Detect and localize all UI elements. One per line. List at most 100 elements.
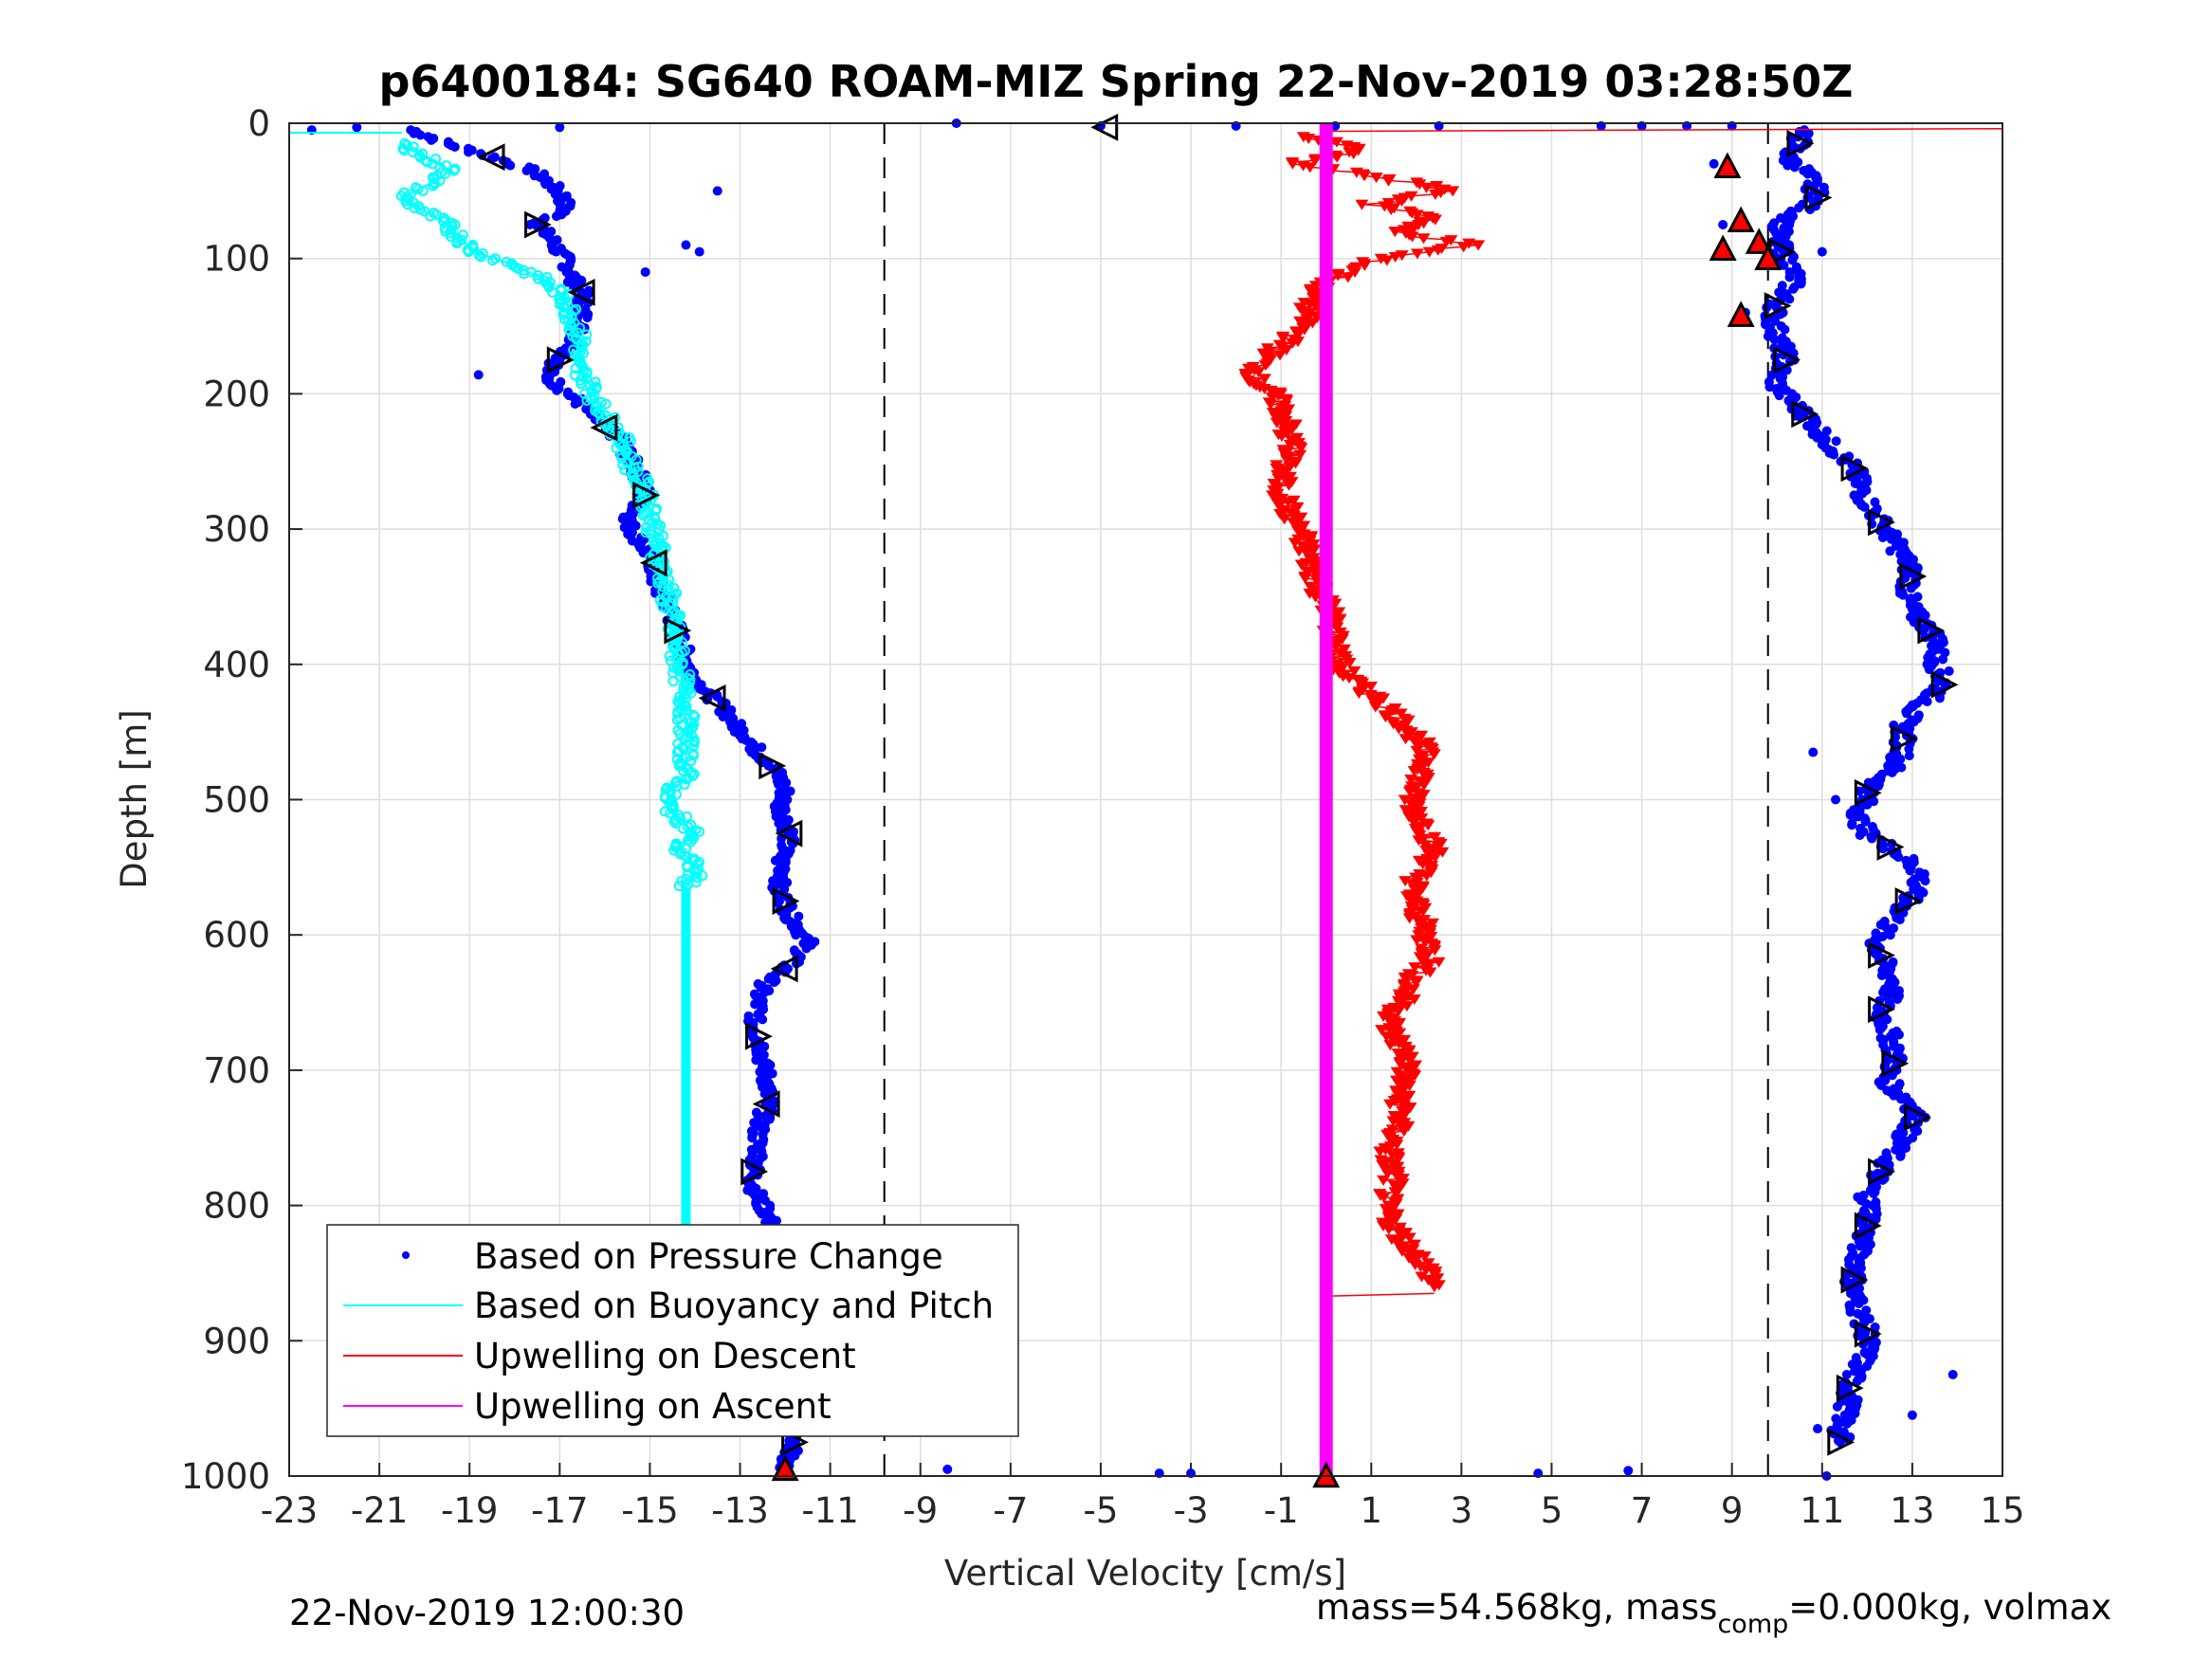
direction-triangle bbox=[477, 143, 505, 172]
pressure-point bbox=[1780, 324, 1790, 335]
pressure-point bbox=[759, 1041, 770, 1051]
buoyancy-point bbox=[575, 322, 586, 334]
descent-upwelling-point bbox=[1381, 175, 1396, 187]
descent-upwelling-point bbox=[1397, 1126, 1411, 1138]
direction-triangle bbox=[775, 819, 803, 848]
descent-upwelling-point bbox=[1416, 906, 1430, 918]
descent-upwelling-point bbox=[1348, 266, 1362, 278]
descent-upwelling-point bbox=[1407, 223, 1421, 234]
descent-upwelling-point bbox=[1373, 1146, 1387, 1158]
direction-triangle bbox=[1868, 508, 1895, 537]
direction-triangle bbox=[1804, 184, 1833, 211]
x-tick-label: 13 bbox=[1890, 1490, 1934, 1531]
pressure-point bbox=[942, 1464, 953, 1474]
pressure-point bbox=[1782, 160, 1793, 171]
direction-triangle bbox=[1890, 724, 1918, 753]
y-tick-label: 800 bbox=[203, 1186, 270, 1227]
direction-triangle bbox=[1904, 1103, 1932, 1132]
descent-upwelling-point bbox=[1273, 350, 1288, 361]
direction-triangle bbox=[1894, 887, 1923, 915]
direction-triangle bbox=[698, 684, 726, 712]
pressure-point bbox=[1874, 781, 1884, 792]
descent-upwelling-point bbox=[1405, 231, 1419, 243]
pressure-point bbox=[1845, 1306, 1856, 1317]
descent-upwelling-point bbox=[1293, 449, 1307, 461]
pressure-point bbox=[1877, 533, 1888, 543]
y-tick-label: 400 bbox=[203, 645, 270, 685]
pressure-point bbox=[1623, 1466, 1634, 1476]
direction-triangle bbox=[1881, 1049, 1910, 1078]
descent-upwelling-point bbox=[1376, 1221, 1390, 1232]
pressure-point bbox=[1860, 816, 1871, 827]
pressure-point bbox=[1947, 1369, 1958, 1379]
direction-triangle bbox=[1786, 129, 1815, 157]
pressure-point bbox=[1855, 830, 1865, 840]
buoyancy-point bbox=[615, 449, 627, 461]
chart-title: p6400184: SG640 ROAM-MIZ Spring 22-Nov-2… bbox=[378, 56, 1853, 107]
pressure-point bbox=[582, 313, 593, 323]
y-tick-labels: 0 100 200 300 400 500 600 700 800 900 1000 bbox=[181, 103, 270, 1497]
buoyancy-point bbox=[674, 670, 686, 682]
pressure-point bbox=[1841, 1369, 1852, 1379]
descent-upwelling-point bbox=[1257, 374, 1271, 385]
pressure-point bbox=[1842, 1418, 1853, 1429]
red-marker-triangle bbox=[1727, 301, 1755, 327]
descent-upwelling-point bbox=[1331, 270, 1345, 282]
buoyancy-point bbox=[445, 231, 456, 243]
buoyancy-point bbox=[475, 251, 486, 263]
pressure-point bbox=[1889, 1090, 1899, 1101]
buoyancy-point bbox=[677, 823, 688, 834]
buoyancy-point bbox=[399, 137, 411, 149]
pressure-point bbox=[1885, 546, 1895, 556]
direction-triangle bbox=[632, 481, 661, 509]
direction-triangle bbox=[1876, 833, 1905, 861]
buoyancy-point bbox=[625, 435, 636, 447]
pressure-point bbox=[1831, 794, 1841, 805]
descent-upwelling-point bbox=[1439, 236, 1453, 247]
legend-box bbox=[326, 1224, 1019, 1437]
descent-upwelling-point bbox=[1298, 573, 1312, 584]
descent-upwelling-bottom-link bbox=[1325, 1292, 1435, 1297]
pressure-point bbox=[1854, 1299, 1864, 1309]
descent-upwelling-point bbox=[1377, 1175, 1391, 1186]
pressure-point bbox=[1893, 1030, 1904, 1040]
pressure-point bbox=[1895, 1151, 1906, 1161]
descent-upwelling-point bbox=[1417, 233, 1431, 245]
red-marker-triangle bbox=[1727, 206, 1755, 233]
buoyancy-point bbox=[644, 476, 655, 487]
x-tick-label: 11 bbox=[1800, 1490, 1844, 1531]
descent-upwelling-point bbox=[1446, 186, 1460, 197]
buoyancy-point bbox=[617, 459, 629, 470]
y-tick-label: 200 bbox=[203, 374, 270, 414]
pressure-point bbox=[552, 385, 562, 395]
direction-triangle bbox=[1840, 454, 1869, 483]
buoyancy-point bbox=[667, 676, 679, 687]
direction-triangle bbox=[1791, 400, 1819, 428]
buoyancy-point bbox=[568, 305, 579, 317]
y-tick-label: 700 bbox=[203, 1050, 270, 1091]
direction-triangle bbox=[740, 1158, 769, 1186]
pressure-point bbox=[1876, 971, 1887, 981]
descent-upwelling-point bbox=[1294, 443, 1308, 454]
pressure-point bbox=[1845, 810, 1856, 820]
buoyancy-point bbox=[422, 156, 433, 168]
y-axis-label: Depth [m] bbox=[114, 709, 155, 888]
pressure-point bbox=[1817, 246, 1827, 257]
descent-upwelling-point bbox=[1330, 152, 1344, 163]
pressure-point bbox=[1859, 501, 1870, 512]
buoyancy-point bbox=[564, 319, 576, 330]
x-axis-label: Vertical Velocity [cm/s] bbox=[944, 1553, 1346, 1594]
x-tick-label: 7 bbox=[1631, 1490, 1654, 1531]
red-marker-triangle bbox=[1754, 244, 1782, 270]
pressure-point bbox=[1867, 833, 1877, 844]
descent-upwelling-point bbox=[1428, 945, 1442, 957]
descent-upwelling-point bbox=[1427, 1282, 1441, 1293]
x-tick-label: -11 bbox=[801, 1490, 858, 1531]
buoyancy-point bbox=[673, 880, 685, 891]
descent-upwelling-point bbox=[1276, 333, 1290, 344]
descent-upwelling-point bbox=[1388, 251, 1402, 263]
descent-upwelling-point bbox=[1378, 201, 1392, 212]
red-marker-triangle bbox=[771, 1454, 799, 1482]
buoyancy-point bbox=[664, 650, 675, 662]
pressure-point bbox=[1892, 994, 1903, 1004]
